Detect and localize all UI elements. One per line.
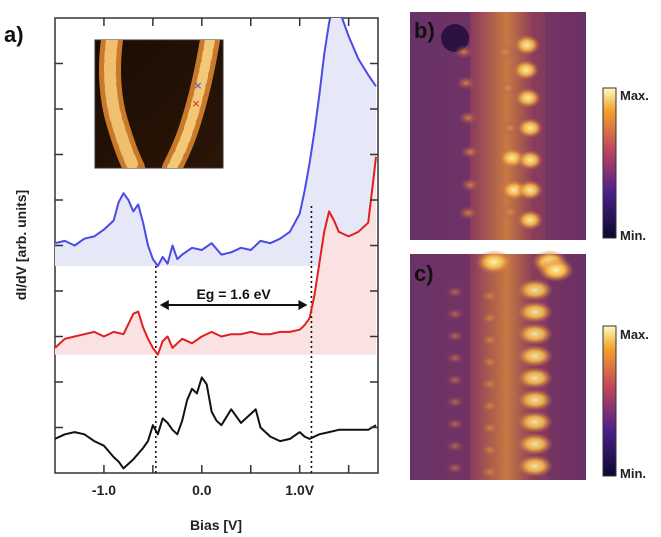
panel-label-c: c) [414,261,434,286]
y-axis-ticks [55,62,378,429]
colorbar-b-max-label: Max. [620,88,649,103]
colorbar-b-min-label: Min. [620,228,646,243]
inset-stm-image: × × [94,39,224,169]
chart-a: -1.0 0.0 1.0V Eg = 1.6 eV Bias [V] dI/dV [… [13,17,379,533]
x-tick-label: 1.0V [285,482,314,498]
red-marker-icon: × [191,97,200,110]
series-fill-red [55,156,376,355]
series-fills [55,18,376,355]
y-axis-title: dI/dV [arb. units] [13,190,29,300]
x-axis-title: Bias [V] [190,517,242,533]
x-tick-label: -1.0 [92,482,116,498]
series-line-red [55,156,377,356]
colorbar-b: Max. Min. [602,87,649,243]
colorbar-c-max-label: Max. [620,327,649,342]
gap-annotation: Eg = 1.6 eV [196,286,271,302]
colorbar-c-min-label: Min. [620,466,646,481]
x-tick-label: 0.0 [192,482,212,498]
series-line-blue [55,18,377,267]
panel-b-map [410,12,586,240]
panel-label-b: b) [414,18,435,43]
gap-arrow [159,300,308,310]
panel-label-a: a) [4,22,24,47]
series-lines [55,18,377,470]
series-line-black [55,376,377,470]
panel-c-map [410,250,586,480]
gap-arrow-right-head [298,300,308,310]
x-axis-ticks: -1.0 0.0 1.0V [92,18,350,498]
gap-arrow-left-head [159,300,169,310]
blue-marker-icon: × [193,79,202,92]
colorbar-c: Max. Min. [602,325,649,481]
